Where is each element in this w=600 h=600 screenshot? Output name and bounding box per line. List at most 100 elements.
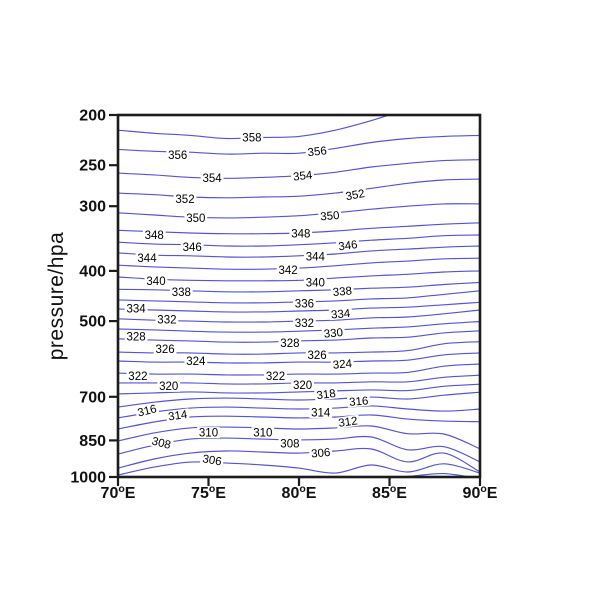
svg-text:316: 316 (349, 395, 369, 409)
svg-text:310: 310 (199, 428, 218, 440)
contour-label: 306 (199, 452, 225, 468)
contour-line-302 (377, 473, 473, 477)
contour-line-346 (118, 234, 480, 247)
contour-label: 316 (134, 402, 160, 420)
svg-text:306: 306 (201, 453, 222, 468)
contour-label: 340 (144, 275, 168, 288)
svg-text:340: 340 (146, 276, 165, 288)
svg-text:338: 338 (332, 285, 352, 299)
contour-label: 320 (291, 379, 314, 392)
y-tick-label: 300 (79, 199, 106, 216)
contour-label: 314 (309, 407, 333, 420)
contour-label: 352 (173, 193, 197, 206)
svg-text:314: 314 (311, 408, 331, 420)
contour-label: 324 (330, 357, 355, 372)
contour-label: 350 (317, 209, 342, 223)
svg-text:352: 352 (175, 194, 194, 206)
contour-label: 326 (305, 349, 329, 362)
contour-label: 334 (124, 303, 148, 316)
contour-label: 318 (314, 387, 339, 402)
svg-text:322: 322 (128, 371, 147, 383)
x-tick-label: 90oE (463, 483, 498, 502)
x-tick-label: 75oE (191, 483, 226, 502)
y-tick-label: 1000 (70, 470, 106, 487)
svg-text:326: 326 (156, 344, 175, 356)
contour-label: 308 (278, 438, 302, 451)
contour-label: 306 (308, 446, 333, 461)
contour-label: 308 (149, 434, 174, 452)
svg-text:332: 332 (295, 318, 314, 330)
contour-label: 348 (289, 228, 313, 241)
svg-text:356: 356 (307, 145, 327, 159)
contour-line-318 (118, 383, 480, 395)
svg-text:316: 316 (136, 403, 158, 419)
svg-text:328: 328 (280, 338, 299, 350)
contour-label: 344 (135, 252, 159, 265)
contour-label: 310 (251, 427, 275, 440)
svg-text:312: 312 (338, 415, 359, 430)
contour-label: 322 (264, 370, 287, 383)
contour-line-324 (118, 352, 480, 364)
contour-line-306 (118, 447, 480, 473)
svg-text:338: 338 (172, 287, 191, 299)
contour-line-350 (118, 203, 480, 219)
y-axis-title: pressure/hpa (45, 232, 68, 361)
contour-label: 322 (126, 370, 150, 383)
svg-text:318: 318 (316, 388, 337, 402)
y-tick-label: 500 (79, 314, 106, 331)
contour-line-322 (118, 363, 480, 376)
contour-label: 340 (303, 276, 327, 289)
svg-text:330: 330 (323, 327, 343, 341)
svg-text:344: 344 (137, 253, 157, 265)
svg-text:322: 322 (266, 371, 285, 383)
contour-label: 316 (346, 394, 371, 409)
contour-label: 346 (180, 241, 204, 254)
x-tick-label: 80oE (282, 483, 317, 502)
svg-text:308: 308 (280, 439, 299, 451)
svg-text:310: 310 (253, 428, 272, 440)
svg-text:320: 320 (293, 380, 312, 392)
contour-label: 356 (166, 149, 190, 162)
contour-line-334 (118, 301, 480, 313)
contour-line-340 (118, 270, 480, 282)
contour-label: 328 (278, 337, 302, 350)
svg-text:348: 348 (145, 230, 164, 242)
contour-label: 326 (153, 343, 177, 356)
contour-label: 350 (184, 212, 208, 225)
contour-label: 332 (155, 314, 179, 327)
contour-label: 354 (290, 169, 315, 184)
svg-text:354: 354 (293, 170, 314, 184)
contour-line-316 (118, 391, 480, 408)
y-tick-label: 250 (79, 158, 106, 175)
contour-label: 338 (169, 286, 193, 299)
contour-label: 354 (200, 172, 224, 185)
x-tick-label: 70oE (101, 483, 136, 502)
contour-line-310 (118, 425, 480, 450)
contour-label: 328 (124, 331, 148, 344)
svg-text:328: 328 (127, 332, 146, 344)
svg-text:306: 306 (311, 447, 331, 461)
contour-label: 324 (184, 355, 208, 368)
contour-label: 346 (335, 238, 360, 253)
contour-label: 352 (342, 187, 368, 203)
svg-text:344: 344 (306, 251, 326, 263)
svg-text:346: 346 (338, 239, 359, 253)
y-tick-label: 700 (79, 389, 106, 406)
contour-line-314 (118, 405, 480, 419)
contour-label: 338 (330, 284, 355, 299)
svg-text:320: 320 (159, 381, 178, 393)
svg-text:346: 346 (183, 242, 202, 254)
contour-label: 332 (293, 317, 316, 330)
contour-label: 330 (321, 326, 346, 341)
svg-text:340: 340 (306, 277, 325, 289)
svg-text:334: 334 (127, 304, 147, 316)
contour-label: 334 (328, 307, 353, 322)
contour-label: 358 (240, 132, 264, 144)
contour-line-344 (118, 245, 480, 258)
svg-text:356: 356 (168, 150, 187, 162)
contour-label: 314 (165, 408, 190, 423)
svg-text:324: 324 (186, 356, 206, 368)
x-axis: 70oE 75oE 80oE 85oE 90oE (101, 478, 498, 502)
